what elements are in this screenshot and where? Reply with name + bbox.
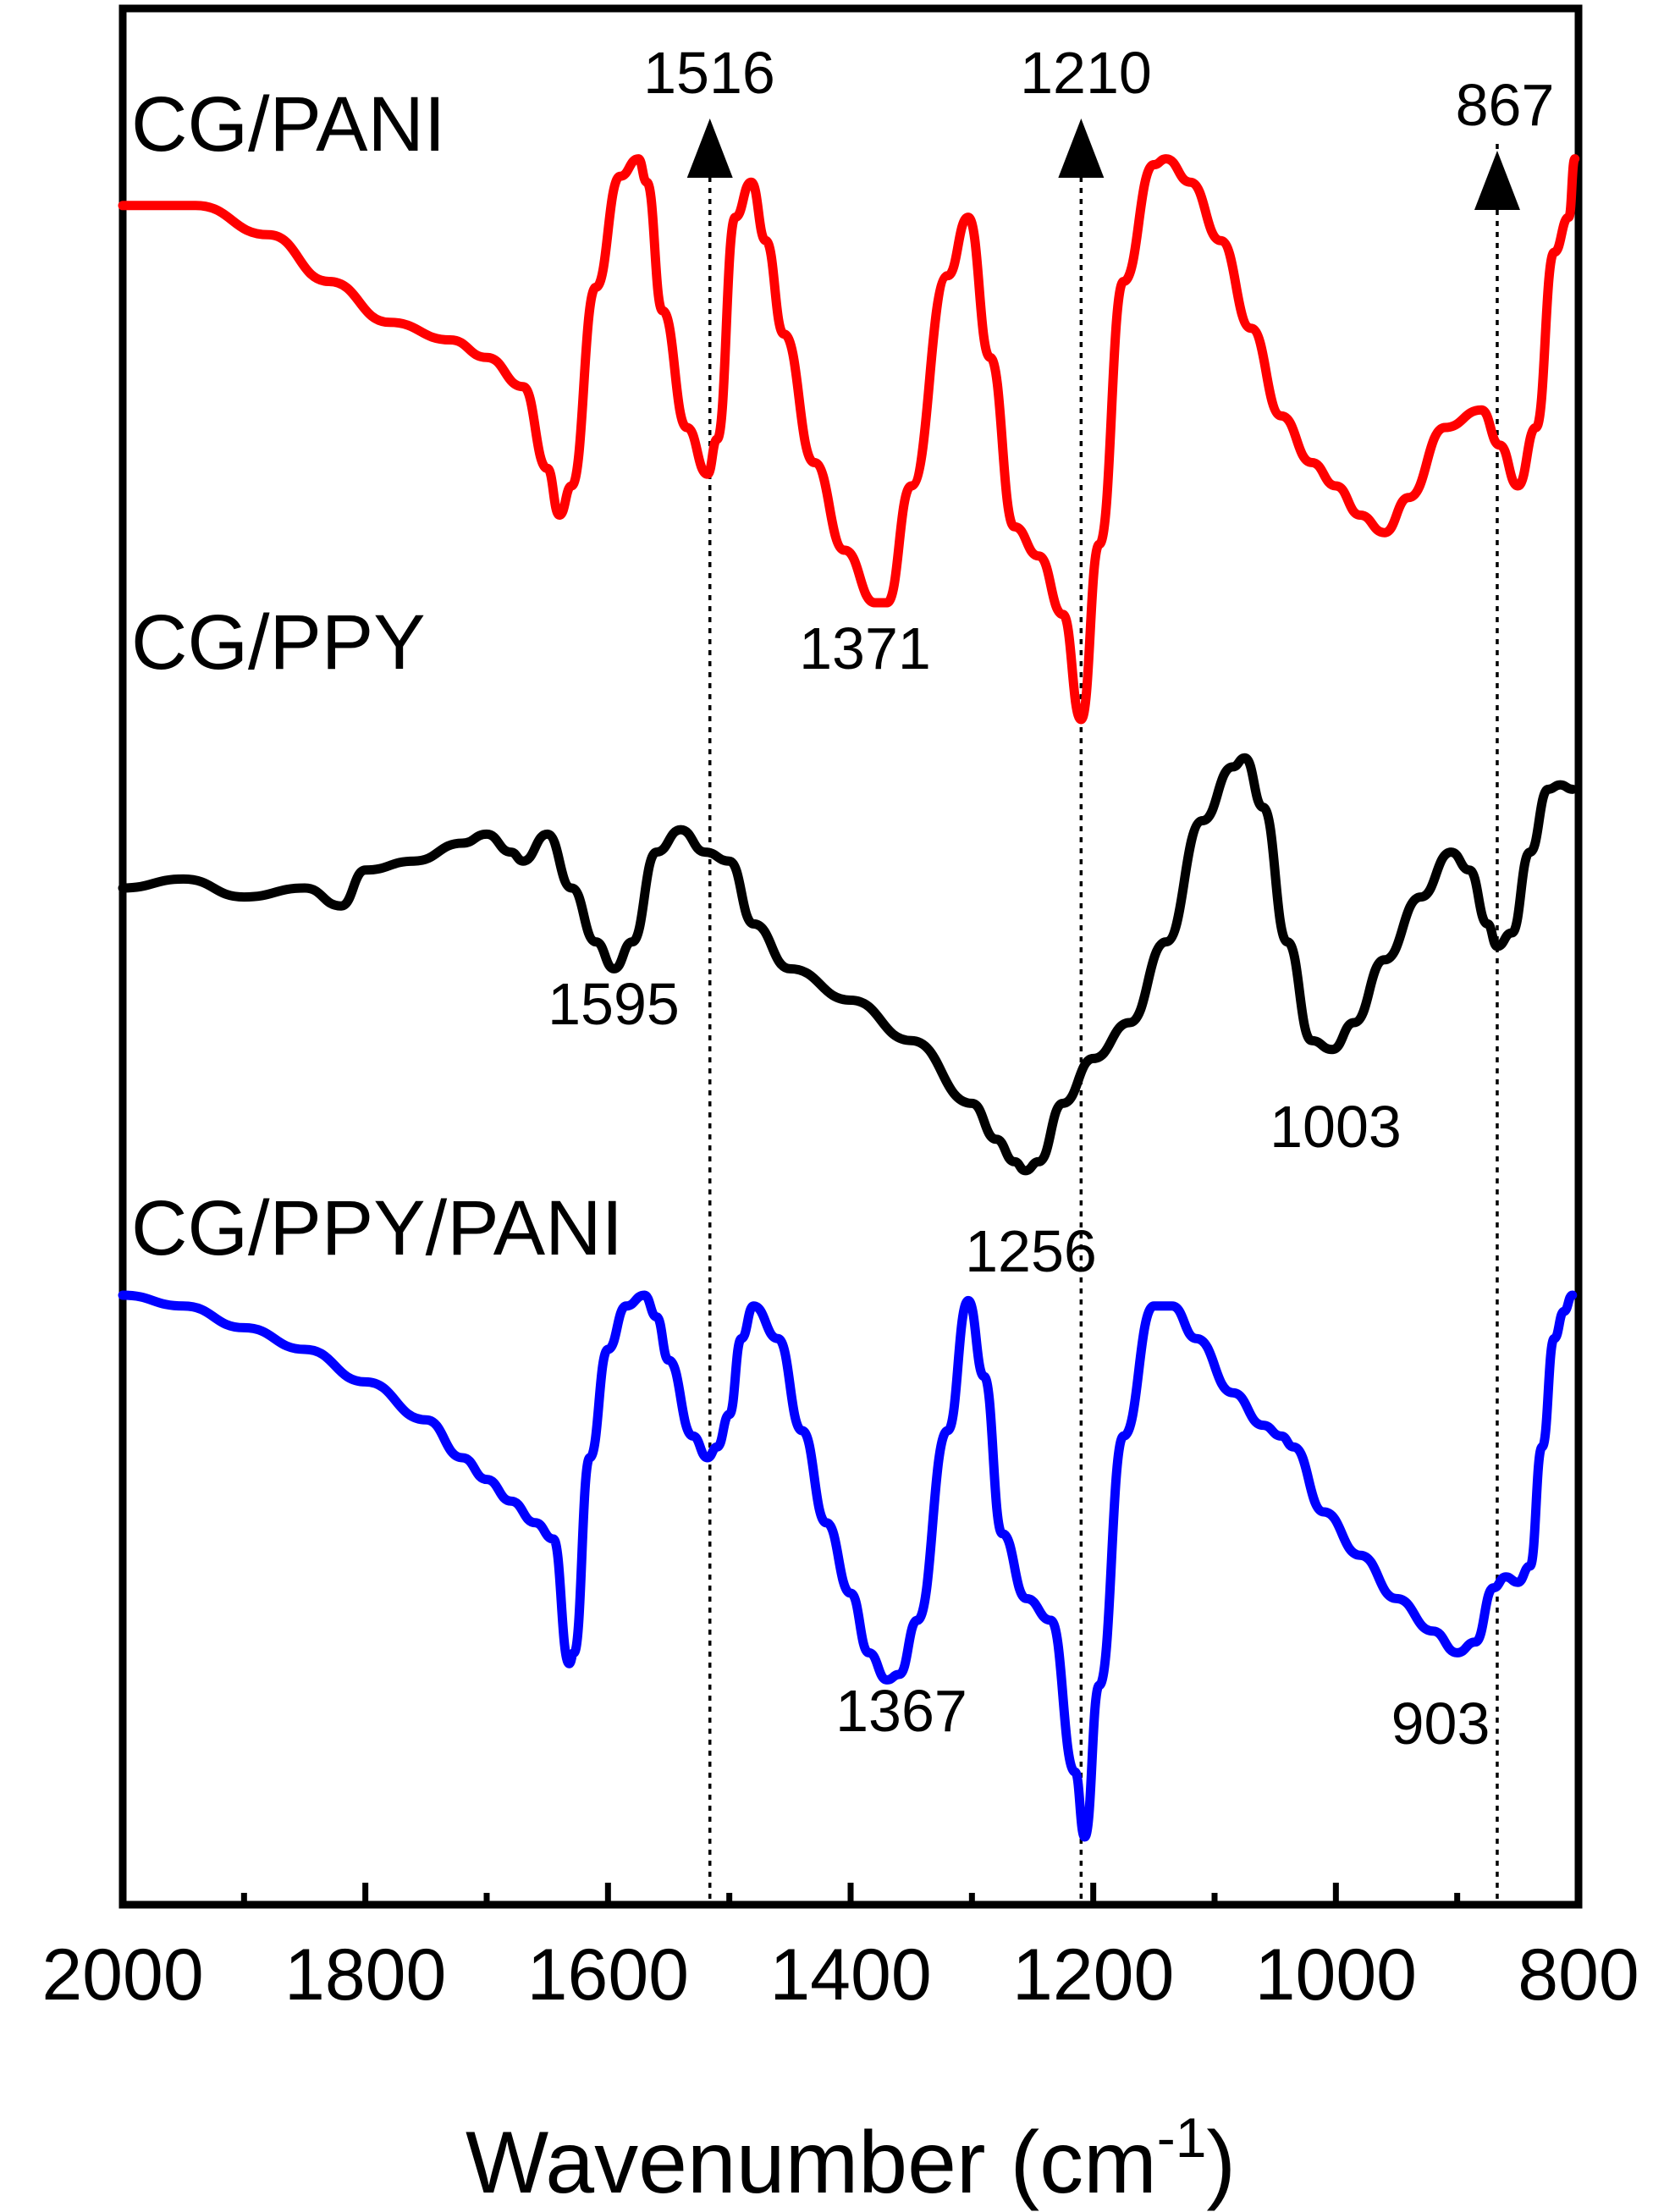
peak-marker-triangle-867 xyxy=(1474,151,1520,210)
x-tick-label-1000: 1000 xyxy=(1255,1934,1417,2016)
peak-label-1595: 1595 xyxy=(548,971,680,1037)
series-label-cg-ppy-pani: CG/PPY/PANI xyxy=(131,1185,623,1271)
marker-label-867: 867 xyxy=(1456,72,1555,138)
peak-label-1367: 1367 xyxy=(835,1678,967,1744)
series-line-cg-pani xyxy=(118,154,1580,725)
series-label-cg-pani: CG/PANI xyxy=(131,81,445,168)
series-line-cg-ppy xyxy=(118,753,1578,1176)
peak-marker-triangle-1516 xyxy=(686,119,733,178)
x-axis-tick-labels: 2000 1800 1600 1400 1200 1000 800 xyxy=(41,1934,1639,2016)
x-axis-title: Wavenumber (cm-1) xyxy=(466,2106,1236,2212)
x-tick-label-800: 800 xyxy=(1518,1934,1639,2016)
series-layer xyxy=(118,154,1580,1842)
x-axis-ticks xyxy=(119,1883,1582,1905)
x-tick-label-1200: 1200 xyxy=(1012,1934,1174,2016)
series-line-cg-ppy-pani xyxy=(118,1290,1578,1842)
peak-label-903: 903 xyxy=(1391,1691,1490,1757)
x-tick-label-1400: 1400 xyxy=(769,1934,931,2016)
series-label-cg-ppy: CG/PPY xyxy=(131,599,426,686)
reference-lines xyxy=(708,144,1499,1900)
x-tick-label-1600: 1600 xyxy=(527,1934,689,2016)
peak-label-1256: 1256 xyxy=(965,1218,1097,1284)
peak-label-1003: 1003 xyxy=(1270,1094,1402,1160)
marker-label-1210: 1210 xyxy=(1020,40,1152,106)
peak-markers xyxy=(686,119,1520,210)
x-tick-label-2000: 2000 xyxy=(41,1934,203,2016)
marker-label-1516: 1516 xyxy=(643,40,775,106)
x-tick-label-1800: 1800 xyxy=(284,1934,446,2016)
peak-marker-triangle-1210 xyxy=(1058,119,1105,178)
peak-label-1371: 1371 xyxy=(799,615,931,681)
plot-frame xyxy=(118,4,1583,1909)
